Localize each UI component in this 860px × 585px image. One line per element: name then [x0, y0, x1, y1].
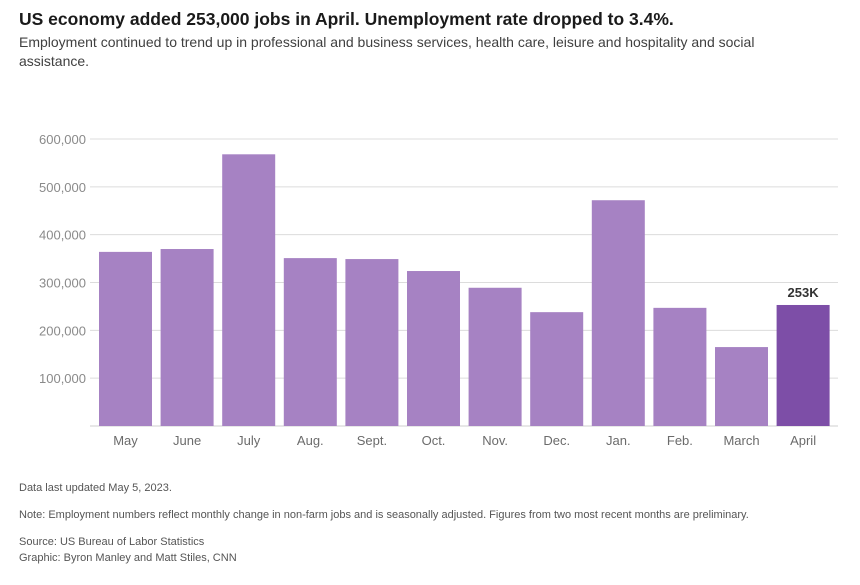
x-tick-label: May [113, 433, 138, 448]
bar-march [715, 347, 768, 426]
bar-april [776, 304, 830, 426]
bar-june [160, 249, 214, 426]
y-tick-label: 300,000 [39, 276, 86, 291]
methodology-note: Note: Employment numbers reflect monthly… [19, 509, 749, 521]
bar-dec [530, 312, 584, 426]
y-tick-label: 600,000 [39, 132, 86, 147]
bar-aug [283, 258, 337, 426]
y-tick-label: 500,000 [39, 180, 86, 195]
bar-feb [653, 307, 707, 426]
bar-sept [345, 259, 399, 426]
chart-title: US economy added 253,000 jobs in April. … [19, 9, 674, 29]
x-tick-label: March [723, 433, 759, 448]
source-note: Source: US Bureau of Labor Statistics [19, 536, 205, 548]
x-tick-label: Sept. [357, 433, 387, 448]
bar-chart: 100,000 200,000 300,000 400,000 500,000 600,0… [39, 132, 838, 448]
y-tick-label: 400,000 [39, 228, 86, 243]
bar-jan [591, 200, 645, 426]
x-tick-label: Dec. [543, 433, 570, 448]
x-tick-label: April [790, 433, 816, 448]
bar-oct [407, 271, 460, 426]
x-tick-label: July [237, 433, 261, 448]
bar-may [99, 251, 152, 426]
x-tick-label: June [173, 433, 201, 448]
x-tick-label: Jan. [606, 433, 631, 448]
y-tick-label: 200,000 [39, 323, 86, 338]
bar-nov [468, 287, 522, 426]
data-label: 253K [788, 285, 820, 300]
chart-subtitle: Employment continued to trend up in prof… [19, 34, 755, 69]
graphic-credit: Graphic: Byron Manley and Matt Stiles, C… [19, 552, 237, 564]
x-tick-label: Nov. [482, 433, 508, 448]
y-tick-label: 100,000 [39, 371, 86, 386]
x-tick-label: Oct. [422, 433, 446, 448]
x-tick-label: Aug. [297, 433, 324, 448]
bar-july [222, 154, 276, 426]
x-tick-label: Feb. [667, 433, 693, 448]
updated-note: Data last updated May 5, 2023. [19, 482, 172, 494]
